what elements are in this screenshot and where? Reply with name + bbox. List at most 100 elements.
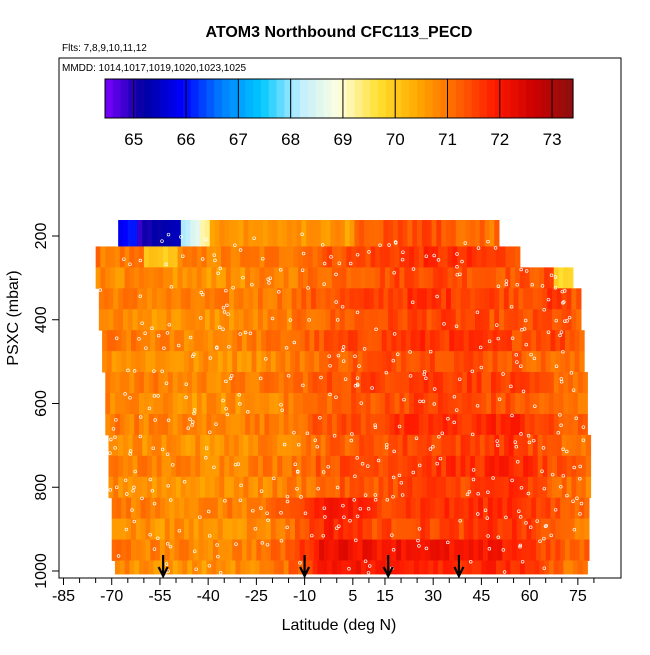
heatmap-cell <box>518 434 524 457</box>
heatmap-cell <box>528 288 534 310</box>
sample-point <box>218 266 223 271</box>
heatmap-cell <box>296 220 302 247</box>
heatmap-cell <box>296 455 302 478</box>
heatmap-cell <box>415 351 421 373</box>
heatmap-cell <box>410 518 416 541</box>
colorbar-tick-label: 73 <box>543 130 562 149</box>
colorbar-segment <box>237 79 246 118</box>
heatmap-cell <box>401 539 407 561</box>
heatmap-cell <box>330 220 336 247</box>
heatmap-cell <box>489 476 495 499</box>
heatmap-cell <box>124 267 130 289</box>
heatmap-cell <box>201 246 207 268</box>
sample-point <box>561 473 566 478</box>
heatmap-cell <box>243 309 249 331</box>
heatmap-cell <box>454 351 460 373</box>
sample-point <box>337 524 341 528</box>
sample-point <box>267 281 271 285</box>
sample-point <box>285 525 289 530</box>
heatmap-cell <box>571 288 577 310</box>
heatmap-cell <box>505 393 511 415</box>
sample-point <box>530 282 535 287</box>
heatmap-cell <box>386 351 392 373</box>
heatmap-cell <box>131 539 137 561</box>
heatmap-cell <box>402 288 408 310</box>
sample-point <box>279 511 283 515</box>
heatmap-cell <box>438 372 444 394</box>
sample-point <box>299 495 303 499</box>
sample-point <box>144 346 148 350</box>
sample-point <box>504 282 509 287</box>
heatmap-cell <box>463 539 469 561</box>
heatmap-cell <box>151 220 158 247</box>
heatmap-cell <box>322 267 328 289</box>
heatmap-cell <box>333 330 339 352</box>
heatmap-cell <box>470 309 476 331</box>
heatmap-cell <box>532 288 539 310</box>
sample-point <box>305 431 310 436</box>
heatmap-cell <box>254 267 260 289</box>
heatmap-cell <box>159 330 166 352</box>
colorbar-segment <box>370 79 379 118</box>
heatmap-cell <box>143 246 150 268</box>
heatmap-cell <box>491 413 497 436</box>
heatmap-cell <box>534 393 540 415</box>
heatmap-cell <box>555 330 561 352</box>
colorbar-segment <box>471 79 480 118</box>
heatmap-cell <box>147 476 153 499</box>
sample-point <box>128 395 132 400</box>
sample-point <box>435 461 439 466</box>
heatmap-cell <box>574 539 580 561</box>
heatmap-cell <box>460 434 466 457</box>
heatmap-cell <box>338 330 344 352</box>
sample-point <box>366 570 371 575</box>
heatmap-cell <box>500 267 506 289</box>
heatmap-cell <box>320 309 326 331</box>
heatmap-cell <box>558 560 564 575</box>
heatmap-cell <box>232 330 238 352</box>
heatmap-cell <box>393 476 399 499</box>
heatmap-cell <box>303 246 309 268</box>
heatmap-cell <box>235 393 241 415</box>
heatmap-cell <box>360 560 367 575</box>
heatmap-cell <box>513 455 519 478</box>
heatmap-cell <box>370 393 376 415</box>
heatmap-cell <box>311 220 317 247</box>
colorbar-segment <box>159 79 168 118</box>
heatmap-cell <box>163 393 169 415</box>
heatmap-cell <box>124 372 130 394</box>
heatmap-cell <box>373 309 379 331</box>
sample-point <box>315 444 320 449</box>
colorbar-segment <box>222 79 231 118</box>
heatmap-cell <box>473 330 479 352</box>
heatmap-cell <box>312 560 318 575</box>
heatmap-cell <box>317 413 323 436</box>
heatmap-cell <box>446 455 452 478</box>
heatmap-cell <box>436 220 442 247</box>
heatmap-cell <box>394 372 400 394</box>
heatmap-cell <box>177 372 183 394</box>
heatmap-cell <box>391 518 397 541</box>
sample-point <box>417 544 421 548</box>
heatmap-cell <box>579 351 585 373</box>
heatmap-cell <box>447 246 453 268</box>
heatmap-cell <box>185 288 191 310</box>
sample-point <box>422 372 427 377</box>
heatmap-cell <box>499 476 505 499</box>
heatmap-cell <box>431 434 437 457</box>
heatmap-cell <box>354 220 360 247</box>
heatmap-cell <box>536 497 542 520</box>
heatmap-cell <box>368 455 375 478</box>
heatmap-cell <box>555 497 561 520</box>
heatmap-cell <box>339 288 346 310</box>
sample-point <box>217 325 222 330</box>
heatmap-cell <box>523 476 529 499</box>
heatmap-cell <box>251 539 257 561</box>
sample-point <box>226 312 230 316</box>
heatmap-cell <box>581 434 587 457</box>
sample-point <box>292 430 296 435</box>
heatmap-cell <box>108 434 114 457</box>
heatmap-cell <box>272 434 278 457</box>
sample-point <box>165 542 170 546</box>
heatmap-cell <box>142 434 148 457</box>
